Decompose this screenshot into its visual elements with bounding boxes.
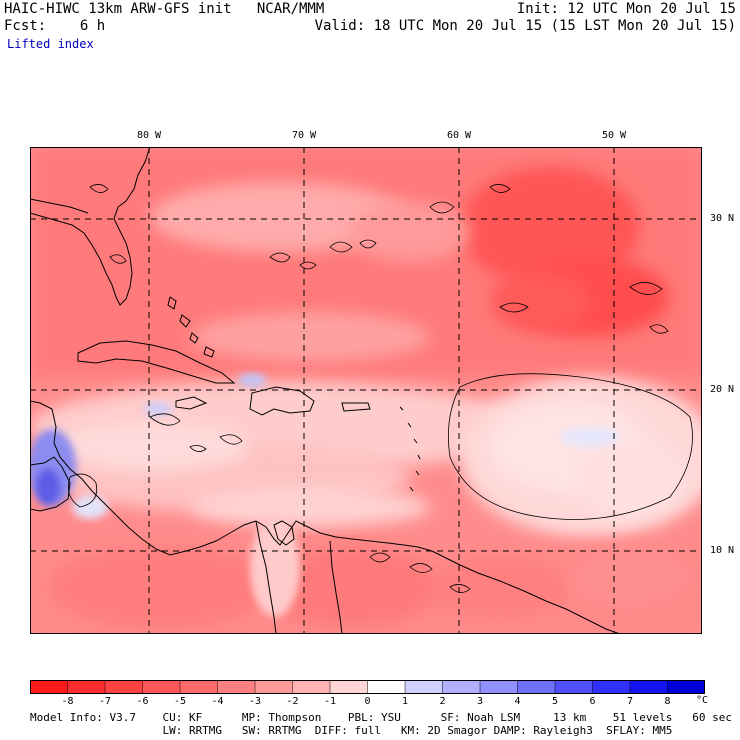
colorbar-tick-label: 8 (664, 696, 671, 707)
valid-time: Valid: 18 UTC Mon 20 Jul 15 (15 LST Mon … (314, 18, 736, 34)
lon-label-80w: 80 W (136, 130, 162, 141)
colorbar-tick-label: 1 (401, 696, 409, 707)
lon-label-50w: 50 W (601, 130, 627, 141)
colorbar-cell (367, 680, 406, 694)
colorbar-cell (404, 680, 444, 694)
colorbar-cell (667, 680, 705, 694)
colorbar-cell (254, 680, 294, 694)
colorbar-tick-label: -7 (98, 696, 112, 707)
colorbar-tick-label: -1 (323, 696, 337, 707)
colorbar-tick-label: 7 (626, 696, 634, 707)
colorbar (30, 680, 705, 694)
colorbar-cell (142, 680, 181, 694)
colorbar-tick-label: 5 (551, 696, 559, 707)
colorbar-cell (592, 680, 631, 694)
colorbar-cell (104, 680, 144, 694)
colorbar-cell (179, 680, 219, 694)
colorbar-tick-label: 3 (476, 696, 484, 707)
colorbar-cell (629, 680, 669, 694)
colorbar-tick-label: -6 (136, 696, 149, 707)
model-info-line2: LW: RRTMG SW: RRTMG DIFF: full KM: 2D Sm… (30, 724, 673, 737)
coastline-layer (30, 147, 621, 634)
colorbar-cell (329, 680, 369, 694)
lon-label-70w: 70 W (291, 130, 317, 141)
colorbar-cell (217, 680, 256, 694)
lat-label-30n: 30 N (710, 213, 735, 224)
colorbar-tick-label: 6 (589, 696, 596, 707)
colorbar-unit: °C (696, 695, 709, 706)
colorbar-cell (479, 680, 519, 694)
contour-layer (67, 184, 693, 593)
lifted-index-map (30, 147, 702, 634)
model-title: HAIC-HIWC 13km ARW-GFS init NCAR/MMM (4, 1, 325, 17)
latlon-grid (30, 147, 702, 634)
colorbar-tick-label: -3 (248, 696, 262, 707)
colorbar-tick-label: -4 (211, 696, 224, 707)
colorbar-tick-label: 4 (514, 696, 521, 707)
model-info-line1: Model Info: V3.7 CU: KF MP: Thompson PBL… (30, 711, 732, 724)
lat-label-20n: 20 N (710, 384, 735, 395)
colorbar-cell (30, 680, 69, 694)
colorbar-tick-label: -2 (286, 696, 299, 707)
field-name: Lifted index (7, 37, 94, 51)
colorbar-tick-label: 0 (364, 696, 371, 707)
colorbar-tick-label: -8 (61, 696, 74, 707)
colorbar-tick-label: 2 (439, 696, 446, 707)
colorbar-cell (67, 680, 106, 694)
init-time: Init: 12 UTC Mon 20 Jul 15 (516, 1, 736, 17)
colorbar-cell (554, 680, 594, 694)
colorbar-tick-label: -5 (173, 696, 187, 707)
shading-layer (30, 147, 702, 634)
map-border (30, 147, 702, 634)
lat-label-10n: 10 N (710, 545, 735, 556)
lon-label-60w: 60 W (446, 130, 472, 141)
colorbar-cell (442, 680, 481, 694)
forecast-hour: Fcst: 6 h (4, 18, 106, 34)
colorbar-cell (292, 680, 331, 694)
colorbar-cell (517, 680, 556, 694)
